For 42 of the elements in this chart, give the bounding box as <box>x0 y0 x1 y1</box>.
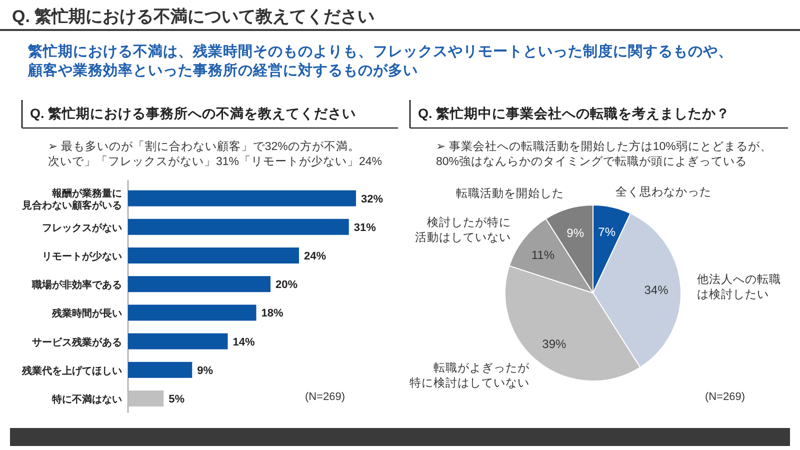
y-tick-label: 職場が非効率である <box>31 279 122 292</box>
data-label: 18% <box>261 308 284 320</box>
y-tick-label: 報酬が業務量に見合わない顧客がいる <box>21 187 122 212</box>
bar <box>128 304 256 321</box>
y-tick-label: フレックスがない <box>42 222 122 234</box>
slice-label: 転職がよぎったが特に検討はしていない <box>409 360 530 390</box>
annotation: (N=269) <box>304 391 345 403</box>
data-label: 39% <box>542 337 566 352</box>
y-tick-label: 特に不満はない <box>51 394 122 406</box>
y-tick-label: リモートが少ない <box>42 250 122 262</box>
bar <box>128 390 164 406</box>
slice-label: 検討したが特に活動はしていない <box>414 216 511 244</box>
bar <box>128 362 192 378</box>
data-label: 9% <box>566 226 584 240</box>
data-label: 5% <box>168 394 185 406</box>
y-tick-label: 残業代を上げてほしい <box>21 364 122 377</box>
data-label: 31% <box>354 222 376 234</box>
chart-title: Q. 繁忙期における事務所への不満を教えてください <box>30 106 356 121</box>
y-tick-label: 残業時間が長い <box>51 308 122 320</box>
text: (N=269) <box>704 391 745 403</box>
bar <box>128 248 299 264</box>
text: ➢ 事業会社への転職活動を開始した方は10%弱にとどまるが、 80%強はなんらかのタイミングで転職が頭によぎっている <box>436 139 772 168</box>
bar <box>128 276 270 292</box>
data-label: 34% <box>644 283 669 298</box>
text: Q. 繁忙期における不満について教えてください <box>12 7 375 26</box>
slice-label: 転職活動を開始した <box>456 186 564 200</box>
data-label: 9% <box>197 364 214 377</box>
chart-title: Q. 繁忙期中に事業会社への転職を考えましたか？ <box>418 105 730 121</box>
data-label: 24% <box>304 250 326 262</box>
slice-label: 全く思わなかった <box>616 186 712 199</box>
y-tick-label: サービス残業がある <box>32 336 122 348</box>
bar <box>128 333 228 350</box>
text: ➢ 最も多いのが「割に合わない顧客」で32%の方が不満。次いで」「フレックスがない」31%「リモートが少ない」24% <box>48 139 382 168</box>
bar <box>128 190 356 206</box>
data-label: 20% <box>276 279 298 292</box>
text: 繁忙期における不満は、残業時間そのものよりも、フレックスやリモートといった制度に関するものや、顧客や業務効率といった事務所の経営に対するものが多い <box>27 42 733 79</box>
data-label: 14% <box>232 336 255 348</box>
data-label: 11% <box>531 248 555 262</box>
bar <box>128 218 349 235</box>
data-label: 7% <box>598 225 616 240</box>
data-label: 32% <box>361 193 384 206</box>
slice-label: 他法人への転職は検討したい <box>696 272 781 301</box>
